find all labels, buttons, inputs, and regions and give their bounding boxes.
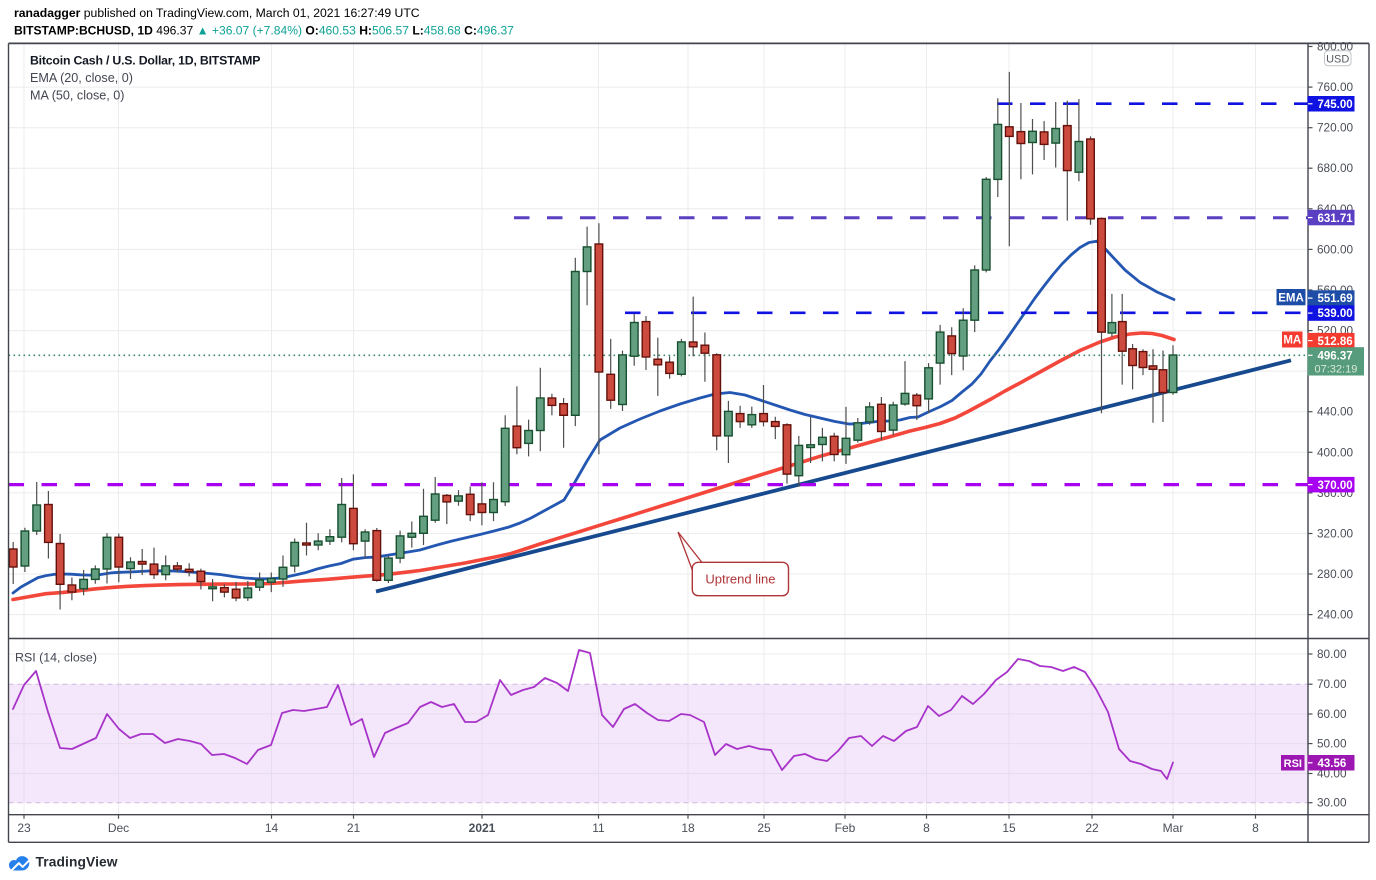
- svg-text:320.00: 320.00: [1317, 527, 1354, 541]
- svg-text:BITSTAMP:BCHUSD, 1D 496.37 ▲ +: BITSTAMP:BCHUSD, 1D 496.37 ▲ +36.07 (+7.…: [14, 24, 514, 38]
- svg-text:680.00: 680.00: [1317, 161, 1354, 175]
- svg-text:RSI: RSI: [1284, 758, 1302, 770]
- svg-text:240.00: 240.00: [1317, 608, 1354, 622]
- svg-text:80.00: 80.00: [1317, 647, 1347, 661]
- svg-text:745.00: 745.00: [1318, 99, 1353, 111]
- svg-text:11: 11: [592, 821, 605, 835]
- svg-text:USD: USD: [1326, 53, 1349, 65]
- svg-text:800.00: 800.00: [1317, 40, 1354, 54]
- svg-text:21: 21: [347, 821, 361, 835]
- svg-text:07:32:19: 07:32:19: [1315, 364, 1358, 376]
- svg-text:EMA (20, close, 0): EMA (20, close, 0): [30, 71, 133, 85]
- svg-text:400.00: 400.00: [1317, 445, 1354, 459]
- svg-text:Uptrend line: Uptrend line: [705, 572, 775, 587]
- svg-text:8: 8: [923, 821, 930, 835]
- svg-text:14: 14: [265, 821, 279, 835]
- svg-text:18: 18: [681, 821, 695, 835]
- svg-text:60.00: 60.00: [1317, 707, 1347, 721]
- svg-text:70.00: 70.00: [1317, 677, 1347, 691]
- svg-text:MA (50, close, 0): MA (50, close, 0): [30, 89, 125, 103]
- svg-text:43.56: 43.56: [1318, 758, 1347, 770]
- svg-text:551.69: 551.69: [1318, 293, 1353, 305]
- svg-text:2021: 2021: [469, 821, 496, 835]
- svg-text:Dec: Dec: [108, 821, 129, 835]
- svg-text:50.00: 50.00: [1317, 737, 1347, 751]
- svg-text:512.86: 512.86: [1318, 336, 1353, 348]
- svg-text:TradingView: TradingView: [36, 855, 118, 870]
- svg-text:8: 8: [1252, 821, 1259, 835]
- svg-text:Feb: Feb: [835, 821, 856, 835]
- svg-text:25: 25: [757, 821, 771, 835]
- svg-text:440.00: 440.00: [1317, 405, 1354, 419]
- svg-text:EMA: EMA: [1278, 292, 1304, 304]
- svg-text:Bitcoin Cash / U.S. Dollar, 1D: Bitcoin Cash / U.S. Dollar, 1D, BITSTAMP: [30, 54, 260, 68]
- svg-text:370.00: 370.00: [1318, 480, 1353, 492]
- svg-text:631.71: 631.71: [1318, 213, 1354, 225]
- svg-text:ranadagger published on Tradin: ranadagger published on TradingView.com,…: [14, 6, 420, 20]
- svg-text:539.00: 539.00: [1318, 308, 1353, 320]
- svg-text:600.00: 600.00: [1317, 242, 1354, 256]
- svg-text:760.00: 760.00: [1317, 80, 1354, 94]
- svg-text:280.00: 280.00: [1317, 567, 1354, 581]
- svg-text:30.00: 30.00: [1317, 796, 1347, 810]
- svg-text:15: 15: [1002, 821, 1016, 835]
- svg-text:496.37: 496.37: [1318, 351, 1353, 363]
- svg-text:23: 23: [17, 821, 31, 835]
- svg-text:22: 22: [1085, 821, 1099, 835]
- svg-text:MA: MA: [1283, 335, 1301, 347]
- svg-text:RSI (14, close): RSI (14, close): [15, 651, 97, 665]
- svg-text:Mar: Mar: [1163, 821, 1184, 835]
- svg-text:720.00: 720.00: [1317, 121, 1354, 135]
